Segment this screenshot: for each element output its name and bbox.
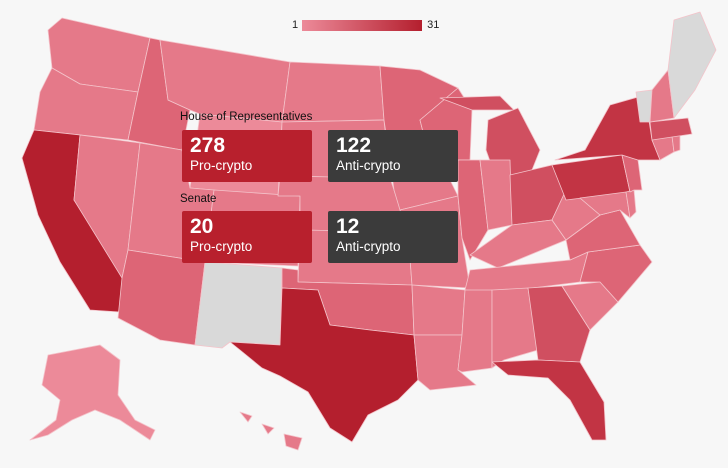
state-maryland[interactable]	[579, 191, 631, 219]
senate-anti-card: 12 Anti-crypto	[328, 211, 458, 263]
senate-pro-label: Pro-crypto	[190, 239, 253, 254]
house-label: House of Representatives	[180, 111, 313, 123]
state-new-mexico	[194, 261, 283, 349]
state-texas[interactable]	[229, 287, 419, 443]
state-arkansas[interactable]	[411, 284, 466, 336]
house-anti-count: 122	[336, 134, 372, 157]
state-georgia[interactable]	[527, 285, 591, 363]
state-hawaii[interactable]	[239, 411, 303, 451]
legend-min-label: 1	[292, 19, 299, 31]
house-pro-card: 278 Pro-crypto	[182, 130, 312, 182]
house-anti-card: 122 Anti-crypto	[328, 130, 458, 182]
legend: 1 31	[292, 17, 439, 33]
senate-pro-count: 20	[190, 215, 214, 238]
state-florida[interactable]	[491, 359, 607, 441]
senate-label: Senate	[180, 193, 217, 205]
state-maine	[667, 11, 717, 119]
state-alabama[interactable]	[491, 287, 539, 369]
house-pro-count: 278	[190, 134, 226, 157]
house-pro-label: Pro-crypto	[190, 158, 253, 173]
state-alaska[interactable]	[29, 344, 156, 441]
senate-anti-label: Anti-crypto	[336, 239, 401, 254]
state-massachusetts[interactable]	[649, 117, 693, 141]
senate-anti-count: 12	[336, 215, 360, 238]
legend-max-label: 31	[427, 19, 440, 31]
state-arizona[interactable]	[117, 249, 206, 346]
senate-pro-card: 20 Pro-crypto	[182, 211, 312, 263]
legend-color-scale	[302, 19, 423, 31]
house-anti-label: Anti-crypto	[336, 158, 401, 173]
